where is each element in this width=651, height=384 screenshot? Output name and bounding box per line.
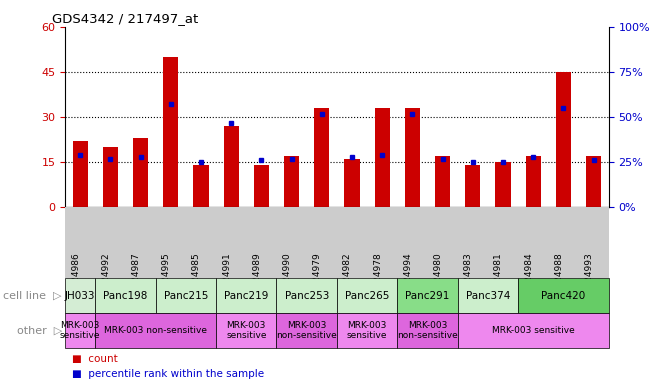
Text: MRK-003 non-sensitive: MRK-003 non-sensitive	[104, 326, 207, 335]
Text: MRK-003
non-sensitive: MRK-003 non-sensitive	[276, 321, 337, 340]
Text: MRK-003
sensitive: MRK-003 sensitive	[60, 321, 100, 340]
Text: Panc219: Panc219	[224, 291, 268, 301]
Bar	[435, 156, 450, 207]
Bar	[163, 57, 178, 207]
Text: Panc265: Panc265	[345, 291, 389, 301]
Text: JH033: JH033	[65, 291, 96, 301]
Bar	[458, 278, 518, 313]
Bar	[314, 108, 329, 207]
Bar	[95, 313, 216, 348]
Text: MRK-003
sensitive: MRK-003 sensitive	[226, 321, 266, 340]
Bar	[193, 165, 208, 207]
Text: Panc420: Panc420	[541, 291, 585, 301]
Text: MRK-003 sensitive: MRK-003 sensitive	[492, 326, 575, 335]
Bar	[277, 313, 337, 348]
Bar	[216, 278, 277, 313]
Bar	[65, 313, 95, 348]
Bar	[337, 313, 397, 348]
Bar	[277, 278, 337, 313]
Bar	[254, 165, 269, 207]
Bar	[156, 278, 216, 313]
Bar	[337, 278, 397, 313]
Bar	[465, 165, 480, 207]
Text: Panc253: Panc253	[284, 291, 329, 301]
Bar	[525, 156, 541, 207]
Text: Panc215: Panc215	[163, 291, 208, 301]
Text: ■  count: ■ count	[72, 354, 117, 364]
Text: MRK-003
sensitive: MRK-003 sensitive	[347, 321, 387, 340]
Bar	[216, 313, 277, 348]
Text: Panc374: Panc374	[465, 291, 510, 301]
Bar	[224, 126, 239, 207]
Bar	[95, 278, 156, 313]
Bar	[397, 278, 458, 313]
Text: GDS4342 / 217497_at: GDS4342 / 217497_at	[52, 12, 199, 25]
Text: MRK-003
non-sensitive: MRK-003 non-sensitive	[397, 321, 458, 340]
Bar	[495, 162, 510, 207]
Text: Panc291: Panc291	[406, 291, 450, 301]
Bar	[374, 108, 390, 207]
Text: ■  percentile rank within the sample: ■ percentile rank within the sample	[72, 369, 264, 379]
Bar	[344, 159, 359, 207]
Bar	[518, 278, 609, 313]
Bar	[458, 313, 609, 348]
Bar	[397, 313, 458, 348]
Bar	[73, 141, 88, 207]
Text: Panc198: Panc198	[104, 291, 148, 301]
Text: other  ▷: other ▷	[16, 325, 62, 335]
Bar	[103, 147, 118, 207]
Bar	[284, 156, 299, 207]
Text: cell line  ▷: cell line ▷	[3, 291, 62, 301]
Bar	[586, 156, 601, 207]
Bar	[405, 108, 420, 207]
Bar	[133, 138, 148, 207]
Bar	[556, 72, 571, 207]
Bar	[65, 278, 95, 313]
